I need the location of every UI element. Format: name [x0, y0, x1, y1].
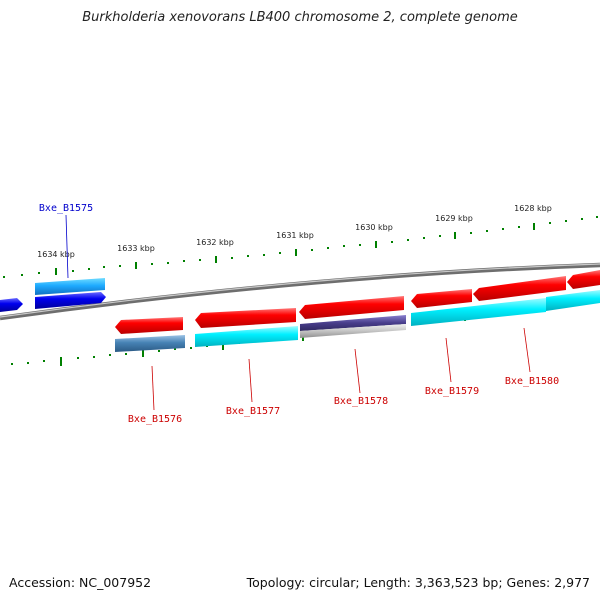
backbone-ring: [0, 262, 600, 321]
leader-line-bxe-b1576: [151, 365, 155, 411]
tick-label-1632: 1632 kbp: [196, 238, 234, 247]
tick-label-1629: 1629 kbp: [435, 214, 473, 223]
map-title: Burkholderia xenovorans LB400 chromosome…: [82, 10, 518, 25]
leader-line-bxe-b1579: [445, 337, 452, 383]
gene-label-bxe-b1580[interactable]: Bxe_B1580: [505, 376, 559, 387]
gene-bxe-b1578-cog-feature-bottom[interactable]: [300, 324, 406, 338]
gene-bxe-b1576-cog-feature[interactable]: [115, 335, 185, 352]
gene-bxe-b1575-group[interactable]: [35, 278, 106, 309]
gene-bxe-b1575-cog-feature[interactable]: [35, 278, 105, 295]
gene-forward-partial-left[interactable]: [0, 298, 23, 312]
leader-line-bxe-b1578: [354, 348, 361, 394]
gene-bxe-b1579-cog-feature[interactable]: [411, 298, 546, 326]
gene-label-bxe-b1579[interactable]: Bxe_B1579: [425, 386, 479, 397]
tick-label-1628: 1628 kbp: [514, 204, 552, 213]
leader-line-bxe-b1575: [65, 214, 69, 279]
gene-bxe-b1580-strand-feature[interactable]: [473, 276, 566, 301]
gene-label-bxe-b1578[interactable]: Bxe_B1578: [334, 396, 388, 407]
tick-label-1634: 1634 kbp: [37, 250, 75, 259]
accession-text: Accession: NC_007952: [9, 575, 152, 590]
gene-partial-right-strand-feature[interactable]: [567, 270, 600, 289]
gene-bxe-b1575-strand-feature[interactable]: [35, 292, 106, 309]
tick-label-1633: 1633 kbp: [117, 244, 155, 253]
gene-bxe-b1576-strand-feature[interactable]: [115, 317, 183, 334]
gene-bxe-b1577-cog-feature[interactable]: [195, 326, 298, 347]
tick-label-1631: 1631 kbp: [276, 231, 314, 240]
reverse-strand-features[interactable]: [115, 270, 600, 334]
outer-tick-ring: [3, 216, 598, 278]
reverse-cog-features[interactable]: [115, 290, 600, 352]
gene-label-bxe-b1576[interactable]: Bxe_B1576: [128, 414, 182, 425]
gene-bxe-b1580-cog-feature[interactable]: [546, 290, 600, 311]
genome-summary-text: Topology: circular; Length: 3,363,523 bp…: [246, 575, 590, 590]
gene-label-bxe-b1575[interactable]: Bxe_B1575: [39, 203, 93, 214]
gene-label-bxe-b1577[interactable]: Bxe_B1577: [226, 406, 280, 417]
gene-bxe-b1579-strand-feature[interactable]: [411, 289, 472, 308]
gene-bxe-b1577-strand-feature[interactable]: [195, 308, 296, 328]
gene-bxe-b1578-strand-feature[interactable]: [299, 296, 404, 319]
leader-line-bxe-b1580: [523, 327, 531, 373]
backbone-ring-highlight: [0, 263, 600, 318]
leader-line-bxe-b1577: [248, 358, 253, 403]
tick-label-1630: 1630 kbp: [355, 223, 393, 232]
gene-bxe-b1578-cog-feature-top[interactable]: [300, 315, 406, 331]
